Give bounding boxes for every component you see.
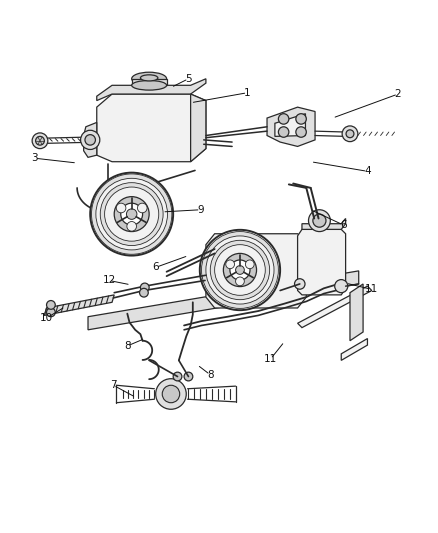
Circle shape xyxy=(308,210,330,231)
Circle shape xyxy=(105,187,159,241)
Circle shape xyxy=(85,135,95,145)
Circle shape xyxy=(127,222,137,231)
Text: 4: 4 xyxy=(364,166,371,176)
Circle shape xyxy=(313,214,326,227)
Circle shape xyxy=(296,114,306,124)
Polygon shape xyxy=(206,234,306,308)
Text: 12: 12 xyxy=(102,276,116,286)
Circle shape xyxy=(342,126,358,142)
Circle shape xyxy=(46,308,55,317)
Ellipse shape xyxy=(141,75,158,81)
Text: 8: 8 xyxy=(207,370,214,380)
Circle shape xyxy=(184,372,193,381)
Circle shape xyxy=(140,288,148,297)
Circle shape xyxy=(90,173,173,256)
Polygon shape xyxy=(88,271,359,330)
Text: 8: 8 xyxy=(124,341,131,351)
Polygon shape xyxy=(132,79,166,85)
Circle shape xyxy=(100,183,163,246)
Circle shape xyxy=(230,260,250,280)
Text: 2: 2 xyxy=(395,89,401,99)
Circle shape xyxy=(335,280,348,293)
Polygon shape xyxy=(302,219,346,229)
Text: 3: 3 xyxy=(32,153,38,163)
Polygon shape xyxy=(297,286,372,328)
Circle shape xyxy=(294,279,305,289)
Circle shape xyxy=(81,130,100,149)
Polygon shape xyxy=(97,79,206,101)
Polygon shape xyxy=(350,284,363,341)
Circle shape xyxy=(236,277,244,286)
Circle shape xyxy=(138,203,147,213)
Circle shape xyxy=(46,301,55,309)
Circle shape xyxy=(32,133,48,149)
Ellipse shape xyxy=(132,80,166,90)
Circle shape xyxy=(210,240,270,300)
Circle shape xyxy=(127,209,137,220)
Circle shape xyxy=(116,203,126,213)
Circle shape xyxy=(121,203,143,225)
Polygon shape xyxy=(297,229,346,295)
Polygon shape xyxy=(84,123,97,157)
Circle shape xyxy=(206,236,274,304)
Text: 6: 6 xyxy=(340,220,347,230)
Circle shape xyxy=(114,197,149,231)
Circle shape xyxy=(155,379,186,409)
Polygon shape xyxy=(275,114,305,136)
Circle shape xyxy=(201,231,279,309)
Circle shape xyxy=(226,260,234,269)
Polygon shape xyxy=(44,295,114,316)
Circle shape xyxy=(162,385,180,403)
Polygon shape xyxy=(267,107,315,147)
Text: 11: 11 xyxy=(264,354,277,364)
Polygon shape xyxy=(97,94,206,161)
Text: 11: 11 xyxy=(364,284,378,294)
Text: 5: 5 xyxy=(185,74,192,84)
Circle shape xyxy=(141,283,149,292)
Circle shape xyxy=(35,136,44,145)
Circle shape xyxy=(200,230,280,310)
Circle shape xyxy=(296,127,306,138)
Circle shape xyxy=(223,253,257,287)
Text: 9: 9 xyxy=(198,205,204,215)
Polygon shape xyxy=(191,94,206,161)
Text: 7: 7 xyxy=(110,380,117,390)
Circle shape xyxy=(279,114,289,124)
Circle shape xyxy=(245,260,254,269)
Text: 10: 10 xyxy=(40,313,53,323)
Circle shape xyxy=(92,174,172,254)
Circle shape xyxy=(96,179,167,250)
Circle shape xyxy=(236,265,244,274)
Text: 6: 6 xyxy=(152,262,159,272)
Polygon shape xyxy=(341,338,367,360)
Circle shape xyxy=(173,372,182,381)
Text: 1: 1 xyxy=(244,88,251,98)
Ellipse shape xyxy=(132,72,166,85)
Circle shape xyxy=(346,130,354,138)
Circle shape xyxy=(279,127,289,138)
Circle shape xyxy=(215,245,265,295)
